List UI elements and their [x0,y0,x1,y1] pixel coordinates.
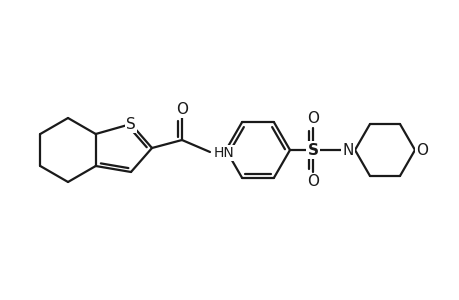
Text: O: O [415,142,427,158]
Text: O: O [306,174,318,189]
Text: N: N [342,142,353,158]
Text: O: O [176,102,188,117]
Text: O: O [306,111,318,126]
Text: S: S [126,116,135,131]
Text: S: S [307,142,318,158]
Text: HN: HN [213,146,234,160]
